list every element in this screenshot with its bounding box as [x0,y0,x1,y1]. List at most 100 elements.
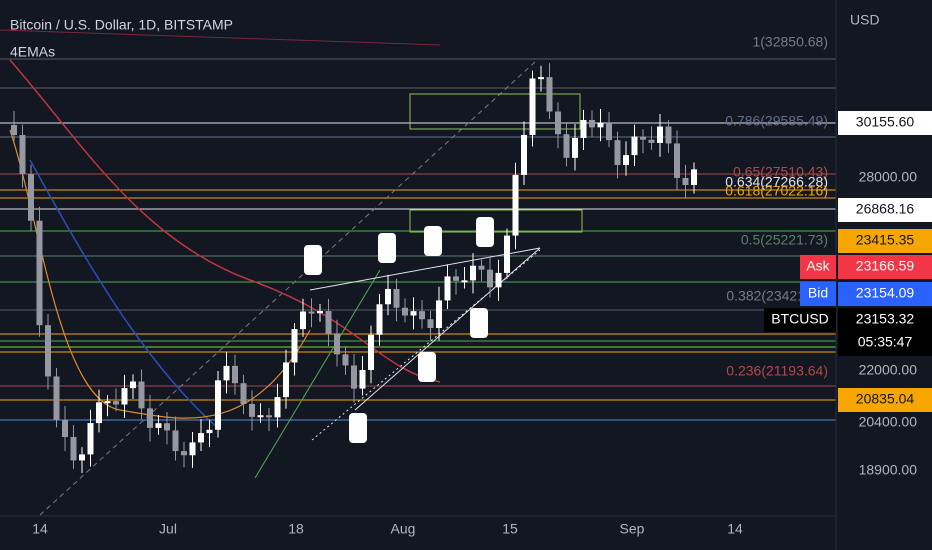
symbol-label: BTCUSD [771,311,829,327]
marker [470,308,488,338]
marker [424,226,442,256]
candle-body [70,437,77,461]
candle-body [351,365,357,389]
candle-body [410,311,417,316]
price-tag [838,229,932,253]
ema-line [9,59,441,383]
fib-label: 0.5(25221.73) [741,232,828,248]
candle-body [546,77,553,112]
time-tick-label: Aug [391,521,416,537]
candle-body [266,415,272,418]
candle-body [11,125,17,135]
price-tag-text: 23166.59 [856,258,915,274]
candle-body [206,429,213,434]
candle-body [342,354,349,366]
time-tick-label: Sep [620,521,645,537]
candle-body [164,423,170,431]
candle-body [300,311,306,330]
candle-body [572,137,578,158]
candle-body [436,300,442,328]
price-tag-text: 26868.16 [856,201,915,217]
zone-box [409,93,581,130]
price-tag-text: 20835.04 [856,391,915,407]
candle-body [555,111,561,135]
price-tag [838,282,932,306]
candle-body [640,136,646,140]
candle-body [283,362,289,398]
candle-body [657,126,663,143]
time-tick-label: 18 [288,521,304,537]
pattern-markers [304,217,494,443]
candle-body [521,134,527,175]
candle-body [96,402,102,424]
price-tick-label: 20400.00 [859,414,918,430]
candle-body [172,430,179,452]
price-tick-label: 18900.00 [859,462,918,478]
candle-body [504,235,510,273]
candle-body [385,288,391,305]
candle-body [334,333,340,355]
candle-body [402,307,408,316]
trend-line [0,29,441,46]
candle-body [376,304,383,335]
price-tag-text: 23154.09 [856,285,915,301]
trend-line [254,269,381,479]
marker [304,245,322,275]
price-tag [838,388,932,412]
ema-line [29,159,221,431]
fib-label: 0.65(27510.43) [733,164,828,180]
ask-label: Ask [806,258,830,274]
trend-line [39,61,536,516]
triangle [309,247,541,291]
candle-body [606,122,612,141]
candle-body [419,311,425,320]
ask-label-box [800,255,836,279]
candle-body [623,155,629,165]
candle-body [580,119,587,138]
fib-label: 0.618(27022.16) [725,183,828,199]
price-tag [838,111,932,135]
candle-body [130,381,136,389]
candle-body [444,276,451,301]
candle-body [155,423,162,428]
fib-label: 0.236(21193.64) [726,363,828,379]
bid-label-box [800,282,836,306]
candle-body [691,169,697,186]
marker [378,233,396,263]
marker [418,352,436,382]
candle-body [53,376,60,420]
candle-body [274,397,281,418]
candle-body [665,126,672,144]
fib-label: 1(32850.68) [752,34,828,50]
price-tag [838,198,932,222]
candle-body [359,369,366,389]
candle-body [249,403,255,417]
candle-body [308,311,315,314]
currency-label: USD [850,12,880,28]
candle-body [648,139,655,143]
ema-line [9,129,311,419]
candle-body [240,383,247,404]
candle-body [291,329,298,363]
indicator-label: 4EMAs [10,44,55,60]
fib-label: 0.634(27266.28) [725,174,828,190]
chart-title: Bitcoin / U.S. Dollar, 1D, BITSTAMP [10,17,233,33]
candle-body [223,365,230,381]
price-tag-text: 30155.60 [856,114,915,130]
candle-body [113,401,119,405]
symbol-label-box [764,308,836,332]
candle-body [682,177,689,186]
candle-body [232,365,238,384]
candle-body [589,119,595,128]
candle-body [461,280,468,283]
candle-body [19,135,26,174]
marker [349,413,367,443]
countdown: 05:35:47 [858,334,913,350]
candle-body [317,311,323,314]
candle-body [368,334,374,370]
candle-body [181,451,187,456]
price-tag [838,255,932,279]
candle-body [147,408,153,428]
